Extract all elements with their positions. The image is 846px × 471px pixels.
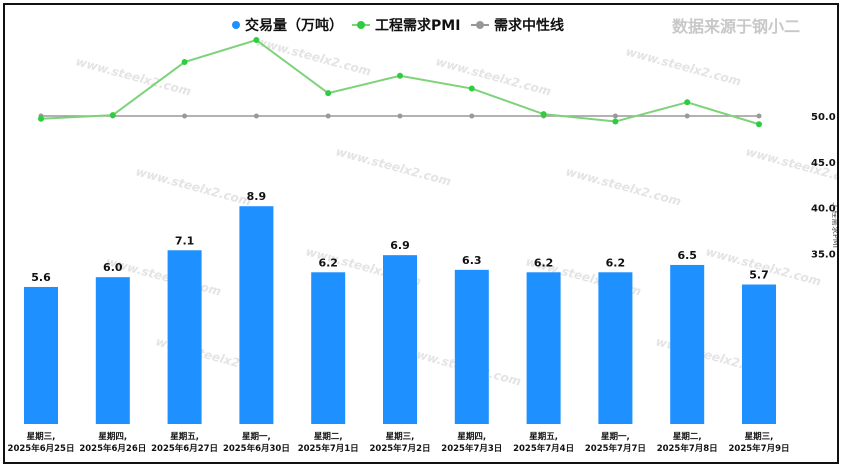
pmi-point-9 [684, 99, 691, 106]
x-label-date-6: 2025年7月3日 [441, 443, 502, 454]
x-label-day-2: 星期五, [170, 431, 199, 442]
bar-4 [311, 272, 346, 424]
pmi-point-6 [468, 85, 475, 92]
legend-volume-label: 交易量（万吨） [245, 17, 343, 34]
x-label-date-2: 2025年6月27日 [151, 443, 218, 454]
x-label-day-0: 星期三, [27, 431, 56, 442]
x-label-day-10: 星期三, [745, 431, 774, 442]
right-tick-2: 45.0 [811, 158, 836, 169]
bar-series [24, 206, 776, 424]
x-label-day-9: 星期二, [673, 431, 702, 442]
right-axis-label: 工程需求PMI [831, 202, 837, 248]
source-note: 数据来源于钢小二 [672, 17, 800, 36]
pmi-point-3 [253, 37, 260, 44]
bar-label-8: 6.2 [606, 256, 626, 269]
x-label-day-7: 星期五, [529, 431, 558, 442]
right-tick-1: 40.0 [811, 204, 836, 215]
bar-0 [24, 286, 58, 424]
pmi-point-0 [38, 115, 44, 122]
x-label-date-7: 2025年7月4日 [513, 443, 574, 454]
pmi-point-1 [109, 112, 116, 119]
neutral-point-2 [182, 113, 188, 119]
x-label-day-3: 星期一, [242, 431, 271, 442]
pmi-point-4 [325, 90, 332, 97]
x-label-date-9: 2025年7月8日 [657, 443, 718, 454]
bar-label-5: 6.9 [390, 239, 410, 252]
bar-8 [598, 272, 633, 424]
x-label-day-4: 星期二, [314, 431, 343, 442]
x-label-day-5: 星期三, [386, 431, 415, 442]
legend-neutral-label: 需求中性线 [494, 17, 564, 34]
bar-9 [670, 264, 705, 424]
pmi-point-7 [540, 111, 547, 118]
pmi-point-10 [756, 121, 762, 128]
neutral-point-5 [397, 113, 403, 119]
neutral-point-3 [253, 113, 259, 119]
neutral-line-series [38, 113, 762, 119]
x-label-day-6: 星期四, [457, 431, 486, 442]
bar-7 [526, 272, 561, 424]
bar-3 [239, 206, 274, 424]
bar-label-7: 6.2 [534, 256, 554, 269]
bar-label-3: 8.9 [247, 190, 267, 203]
legend-neutral-icon [476, 21, 484, 29]
legend-pmi-label: 工程需求PMI [375, 17, 460, 34]
watermark-text: www.steelx2.com [254, 34, 372, 78]
x-label-date-1: 2025年6月26日 [79, 443, 146, 454]
pmi-line-series [38, 37, 762, 128]
watermark-text: www.steelx2.com [74, 54, 192, 98]
pmi-point-8 [612, 118, 619, 125]
bar-label-6: 6.3 [462, 254, 482, 267]
legend-pmi-icon [357, 21, 365, 29]
bar-label-4: 6.2 [318, 256, 338, 269]
right-axis: 35.0 40.0 45.0 50.0 工程需求PMI [811, 112, 837, 260]
chart-frame: www.steelx2.com www.steelx2.com www.steelx… [3, 3, 839, 464]
bar-value-labels: 5.6 6.0 7.1 8.9 6.2 6.9 6.3 6.2 6.2 6.5 5.7 [31, 190, 769, 284]
x-label-day-1: 星期四, [98, 431, 127, 442]
bar-2 [167, 250, 202, 424]
x-label-date-0: 2025年6月25日 [8, 443, 75, 454]
x-label-date-5: 2025年7月2日 [370, 443, 431, 454]
legend-volume-icon [232, 21, 240, 29]
right-tick-3: 50.0 [811, 112, 836, 123]
neutral-point-4 [325, 113, 331, 119]
neutral-point-6 [469, 113, 475, 119]
watermark-text: www.steelx2.com [704, 244, 822, 288]
watermark-text: www.steelx2.com [134, 164, 252, 208]
watermark-text: www.steelx2.com [564, 164, 682, 208]
neutral-point-8 [612, 113, 618, 119]
bar-label-2: 7.1 [175, 234, 195, 247]
pmi-point-2 [181, 59, 188, 66]
x-label-date-3: 2025年6月30日 [223, 443, 290, 454]
bar-label-10: 5.7 [749, 269, 769, 282]
x-label-date-4: 2025年7月1日 [298, 443, 359, 454]
bar-label-9: 6.5 [677, 249, 697, 262]
bar-6 [454, 269, 489, 424]
bar-1 [95, 277, 130, 424]
x-axis-labels: 星期三,2025年6月25日星期四,2025年6月26日星期五,2025年6月2… [8, 431, 790, 454]
neutral-point-9 [684, 113, 690, 119]
x-label-date-8: 2025年7月7日 [585, 443, 646, 454]
watermark-text: www.steelx2.com [624, 44, 742, 88]
chart-legend: 交易量（万吨） 工程需求PMI 需求中性线 [232, 17, 564, 34]
right-tick-0: 35.0 [811, 249, 836, 260]
chart-canvas: www.steelx2.com www.steelx2.com www.steelx… [8, 17, 837, 454]
bar-label-1: 6.0 [103, 261, 123, 274]
pmi-point-5 [397, 72, 403, 79]
watermark-text: www.steelx2.com [334, 144, 452, 188]
bar-label-0: 5.6 [31, 271, 51, 284]
neutral-point-10 [756, 113, 762, 119]
x-label-date-10: 2025年7月9日 [729, 443, 790, 454]
watermark-text: www.steelx2.com [434, 54, 552, 98]
bar-5 [383, 255, 417, 424]
x-label-day-8: 星期一, [601, 431, 630, 442]
bar-10 [742, 284, 776, 424]
